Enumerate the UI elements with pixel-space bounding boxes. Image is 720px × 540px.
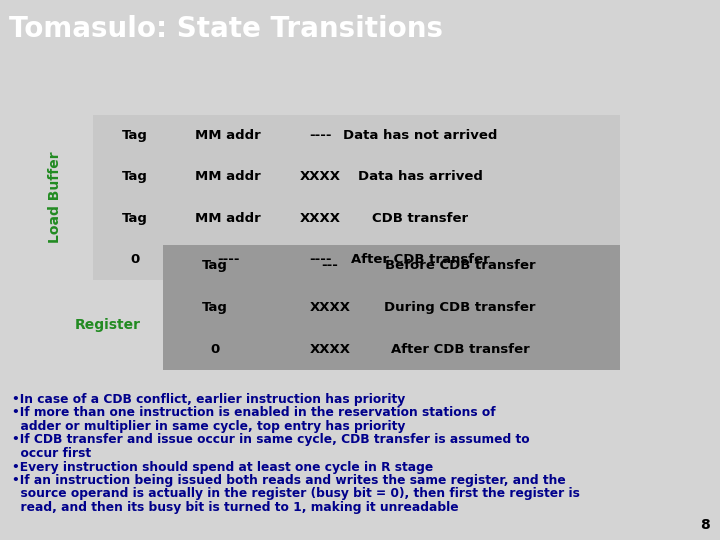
Text: After CDB transfer: After CDB transfer xyxy=(391,343,529,356)
Text: ----: ---- xyxy=(309,129,331,142)
Bar xyxy=(93,115,620,280)
Text: MM addr: MM addr xyxy=(195,129,261,142)
Text: Load Buffer: Load Buffer xyxy=(48,152,62,244)
Text: Tag: Tag xyxy=(122,212,148,225)
Text: Before CDB transfer: Before CDB transfer xyxy=(384,259,535,272)
Bar xyxy=(163,245,620,370)
Text: XXXX: XXXX xyxy=(300,212,341,225)
Text: XXXX: XXXX xyxy=(310,343,351,356)
Text: XXXX: XXXX xyxy=(300,171,341,184)
Text: MM addr: MM addr xyxy=(195,171,261,184)
Text: •If more than one instruction is enabled in the reservation stations of: •If more than one instruction is enabled… xyxy=(12,407,495,420)
Text: 0: 0 xyxy=(130,253,140,266)
Text: ----: ---- xyxy=(217,253,239,266)
Text: CDB transfer: CDB transfer xyxy=(372,212,468,225)
Text: 0: 0 xyxy=(210,343,220,356)
Text: source operand is actually in the register (busy bit = 0), then first the regist: source operand is actually in the regist… xyxy=(12,488,580,501)
Text: Register: Register xyxy=(75,318,141,332)
Text: Data has arrived: Data has arrived xyxy=(358,171,482,184)
Text: ----: ---- xyxy=(309,253,331,266)
Text: •If CDB transfer and issue occur in same cycle, CDB transfer is assumed to: •If CDB transfer and issue occur in same… xyxy=(12,434,530,447)
Text: Tag: Tag xyxy=(122,129,148,142)
Text: •In case of a CDB conflict, earlier instruction has priority: •In case of a CDB conflict, earlier inst… xyxy=(12,393,405,406)
Text: ---: --- xyxy=(322,259,338,272)
Text: read, and then its busy bit is turned to 1, making it unreadable: read, and then its busy bit is turned to… xyxy=(12,501,459,514)
Text: •If an instruction being issued both reads and writes the same register, and the: •If an instruction being issued both rea… xyxy=(12,474,566,487)
Text: •Every instruction should spend at least one cycle in R stage: •Every instruction should spend at least… xyxy=(12,461,433,474)
Text: After CDB transfer: After CDB transfer xyxy=(351,253,490,266)
Text: adder or multiplier in same cycle, top entry has priority: adder or multiplier in same cycle, top e… xyxy=(12,420,405,433)
Text: Data has not arrived: Data has not arrived xyxy=(343,129,498,142)
Text: occur first: occur first xyxy=(12,447,91,460)
Text: MM addr: MM addr xyxy=(195,212,261,225)
Text: Tag: Tag xyxy=(202,259,228,272)
Text: Tag: Tag xyxy=(122,171,148,184)
Text: During CDB transfer: During CDB transfer xyxy=(384,301,536,314)
Text: XXXX: XXXX xyxy=(310,301,351,314)
Text: 8: 8 xyxy=(701,518,710,532)
Text: Tag: Tag xyxy=(202,301,228,314)
Text: Tomasulo: State Transitions: Tomasulo: State Transitions xyxy=(9,15,443,43)
